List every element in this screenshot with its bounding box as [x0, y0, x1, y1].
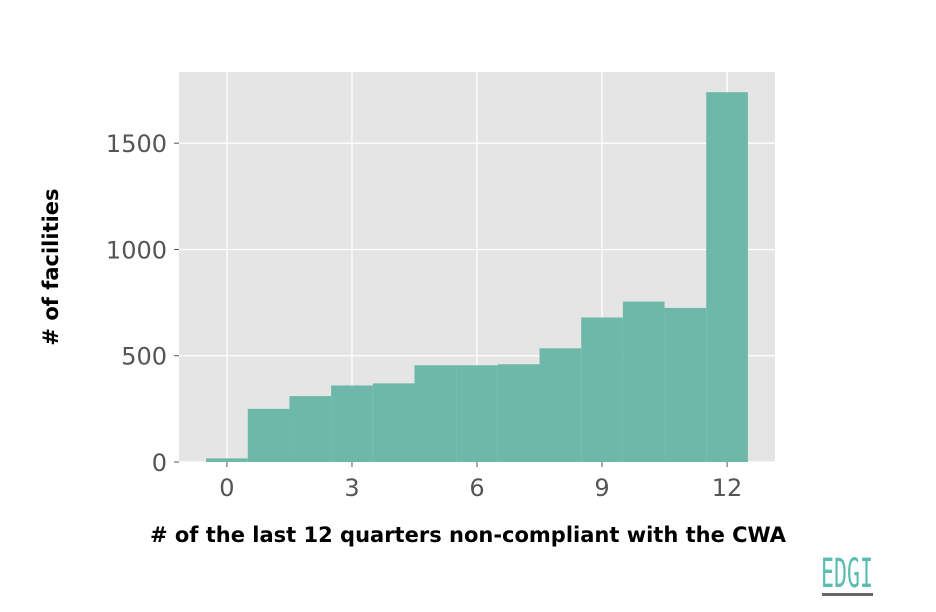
histogram-bar — [456, 365, 498, 462]
y-tick-label: 0 — [152, 449, 167, 477]
histogram-bar — [414, 365, 457, 462]
y-tick-label: 1000 — [106, 236, 167, 264]
y-axis-title: # of facilities — [39, 188, 63, 345]
histogram-bar — [497, 364, 540, 462]
bars — [206, 92, 748, 462]
axis-ticks: 0 3 6 9 12 0 500 1000 1500 — [106, 130, 742, 502]
x-tick-label: 3 — [344, 474, 359, 502]
x-tick-label: 12 — [712, 474, 743, 502]
histogram-bar — [289, 396, 332, 462]
histogram-bar — [622, 301, 665, 462]
x-axis-title: # of the last 12 quarters non-compliant … — [150, 523, 787, 547]
histogram-bar — [372, 383, 415, 462]
histogram-bar — [706, 92, 748, 462]
x-tick-label: 6 — [469, 474, 484, 502]
logo-underline — [822, 593, 873, 596]
edgi-logo: EDGI — [821, 551, 873, 597]
histogram-bar — [206, 458, 248, 462]
y-tick-label: 500 — [121, 343, 167, 371]
x-tick-label: 9 — [594, 474, 609, 502]
logo-text: EDGI — [821, 551, 873, 597]
y-tick-label: 1500 — [106, 130, 167, 158]
histogram-bar — [581, 317, 623, 462]
histogram-bar — [664, 307, 707, 462]
histogram-bar — [331, 385, 373, 462]
histogram-bar — [539, 348, 582, 462]
histogram-bar — [247, 408, 290, 462]
x-tick-label: 0 — [219, 474, 234, 502]
